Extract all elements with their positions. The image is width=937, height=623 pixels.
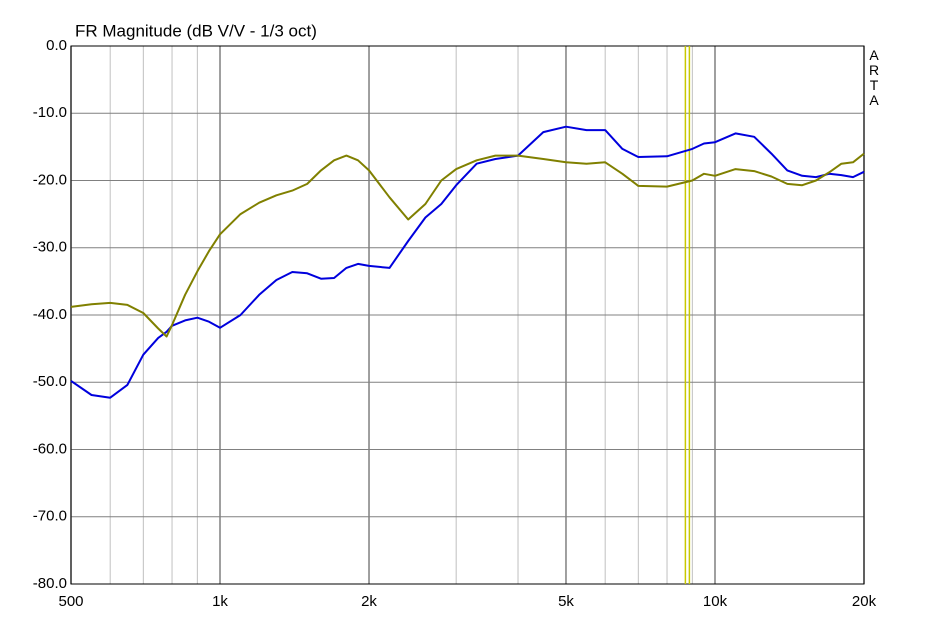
x-tick-label: 20k (852, 593, 877, 610)
series-line (70, 125, 865, 399)
x-tick-label: 2k (361, 593, 377, 610)
x-tick-label: 5k (558, 593, 574, 610)
side-label: ARTA (869, 47, 880, 108)
y-tick-label: -40.0 (33, 306, 67, 323)
y-tick-label: 0.0 (46, 37, 67, 54)
chart-title: FR Magnitude (dB V/V - 1/3 oct) (75, 21, 317, 40)
y-tick-label: -30.0 (33, 239, 67, 256)
y-tick-label: -60.0 (33, 440, 67, 457)
y-tick-label: -70.0 (33, 508, 67, 525)
y-tick-label: -10.0 (33, 104, 67, 121)
x-tick-label: 500 (58, 593, 83, 610)
series-line (70, 152, 865, 338)
x-tick-label: 1k (212, 593, 228, 610)
y-tick-label: -50.0 (33, 373, 67, 390)
y-tick-label: -20.0 (33, 171, 67, 188)
x-tick-label: 10k (703, 593, 728, 610)
plot-frame (70, 45, 865, 585)
y-tick-label: -80.0 (33, 575, 67, 592)
